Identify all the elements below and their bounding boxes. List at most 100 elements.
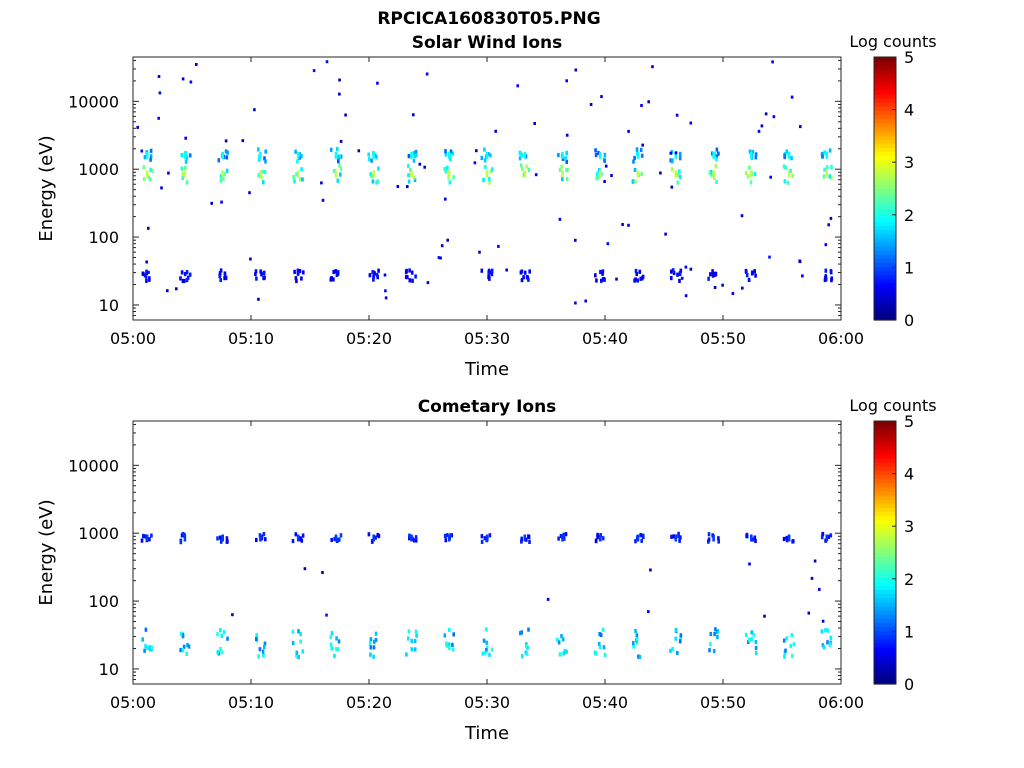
data-cell: [451, 151, 455, 156]
data-cell: [615, 277, 618, 281]
data-cell: [332, 269, 335, 275]
data-cell: [145, 260, 148, 264]
colorbar-segment: [874, 675, 896, 681]
data-cell: [249, 257, 252, 261]
x-tick-label: 05:00: [110, 329, 156, 348]
data-cell: [639, 147, 643, 152]
data-cell: [183, 151, 187, 159]
data-cell: [634, 268, 638, 274]
data-cell: [785, 535, 789, 540]
data-cell: [709, 642, 712, 647]
data-cell: [185, 278, 189, 283]
colorbar-segment: [874, 89, 896, 95]
colorbar-segment: [874, 667, 896, 673]
colorbar-segment: [874, 511, 896, 517]
data-cell: [679, 633, 683, 638]
data-cell: [374, 535, 377, 540]
data-cell: [764, 112, 768, 116]
data-cell: [183, 272, 187, 277]
data-cell: [565, 150, 568, 155]
data-cell: [408, 536, 411, 541]
colorbar-segment: [874, 597, 896, 603]
data-cell: [264, 537, 267, 542]
data-cell: [823, 167, 826, 172]
data-cell: [259, 269, 262, 274]
data-cell: [183, 534, 187, 542]
data-cell: [142, 533, 145, 539]
data-cell: [670, 534, 673, 539]
data-cell: [750, 170, 753, 178]
data-cell: [763, 614, 766, 618]
colorbar-segment: [874, 61, 896, 66]
data-cell: [179, 540, 183, 545]
colorbar-label: Log counts: [849, 396, 936, 415]
data-cell: [598, 645, 602, 650]
data-cell: [594, 273, 597, 278]
data-cell: [635, 271, 639, 277]
data-cell: [670, 276, 673, 281]
data-cell: [823, 277, 827, 283]
colorbar-segment: [874, 425, 896, 430]
data-cell: [785, 149, 789, 154]
colorbar-segment: [874, 556, 896, 562]
data-cell: [480, 268, 484, 273]
data-cell: [748, 149, 752, 154]
data-cell: [480, 155, 484, 160]
data-cell: [143, 648, 146, 653]
data-cell: [260, 534, 264, 539]
data-cell: [825, 534, 829, 542]
data-cell: [296, 268, 300, 273]
colorbar-segment: [874, 527, 896, 533]
data-cell: [220, 633, 224, 638]
data-cell: [485, 627, 488, 632]
data-cell: [475, 149, 478, 153]
data-cell: [231, 613, 234, 617]
data-cell: [372, 534, 375, 542]
data-cell: [224, 139, 228, 143]
colorbar-segment: [874, 167, 896, 173]
colorbar-segment: [874, 270, 896, 276]
data-cell: [604, 164, 608, 168]
data-cell: [216, 536, 219, 541]
colorbar-segment: [874, 540, 896, 545]
data-cell: [295, 172, 298, 177]
data-cell: [678, 538, 681, 543]
data-cell: [220, 650, 224, 655]
data-cell: [603, 180, 606, 183]
data-cell: [217, 158, 221, 163]
data-cell: [414, 149, 418, 154]
data-cell: [790, 156, 793, 161]
data-cell: [329, 634, 333, 639]
data-cell: [181, 175, 184, 180]
data-cell: [525, 164, 528, 169]
data-cell: [143, 534, 147, 539]
data-cell: [263, 644, 266, 650]
data-cell: [147, 175, 151, 180]
data-cell: [294, 532, 298, 537]
data-cell: [180, 153, 184, 158]
data-cell: [444, 538, 448, 543]
data-cell: [684, 294, 688, 298]
data-cell: [481, 651, 485, 656]
data-cell: [709, 631, 713, 637]
data-cell: [789, 168, 792, 174]
data-cell: [147, 226, 150, 230]
data-cell: [601, 269, 605, 274]
data-cell: [557, 152, 560, 158]
data-cell: [641, 143, 644, 147]
data-cell: [186, 275, 190, 280]
data-cell: [180, 270, 184, 275]
colorbar-segment: [874, 93, 896, 99]
data-cell: [558, 167, 562, 172]
data-cell: [783, 153, 786, 158]
data-cell: [248, 191, 251, 195]
data-cell: [635, 637, 639, 642]
data-cell: [369, 637, 373, 642]
data-cell: [664, 232, 667, 236]
data-cell: [818, 587, 821, 591]
data-cell: [485, 645, 489, 650]
colorbar-segment: [874, 421, 896, 426]
data-cell: [344, 113, 347, 117]
data-cell: [745, 273, 749, 278]
data-cell: [149, 157, 152, 162]
